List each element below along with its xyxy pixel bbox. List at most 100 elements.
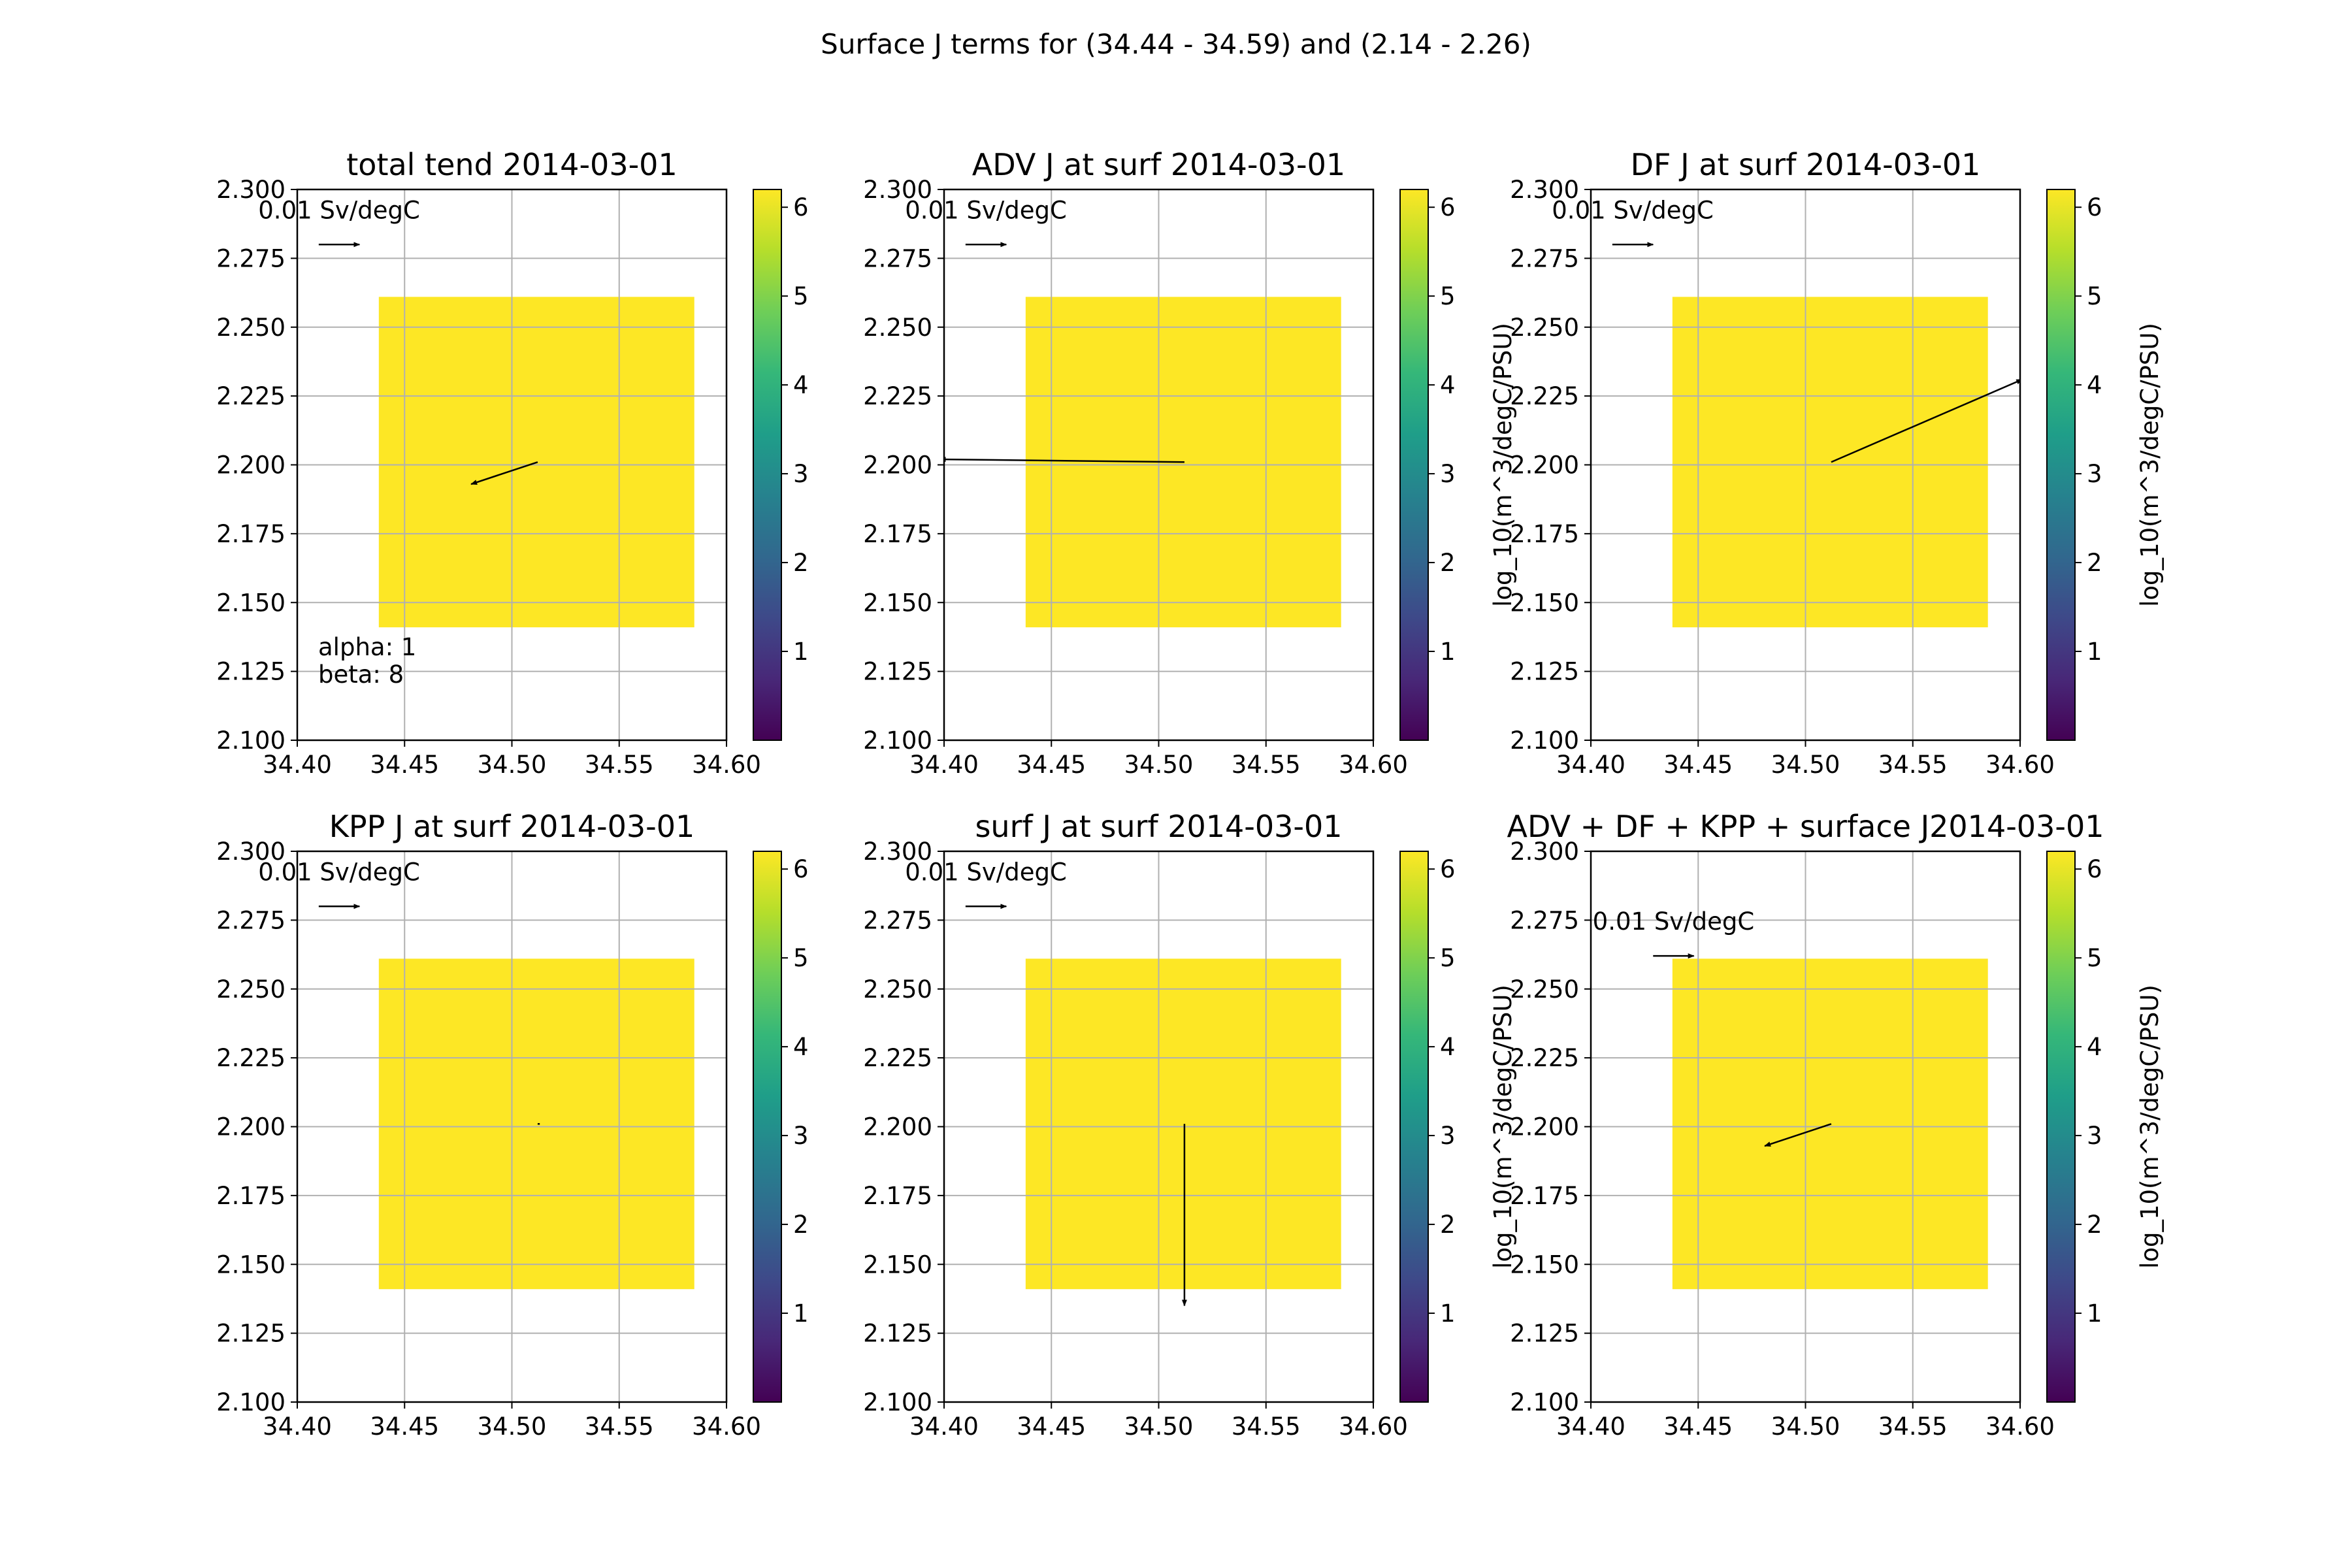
quiver-arrow [470, 461, 538, 485]
colorbar-tick-label: 2 [793, 1211, 809, 1239]
colorbar-tick-label: 3 [2087, 460, 2102, 488]
field-patch [378, 958, 694, 1290]
x-tick-label: 34.45 [1017, 751, 1086, 779]
y-tick-label: 2.150 [1510, 589, 1579, 617]
figure-suptitle: Surface J terms for (34.44 - 34.59) and … [821, 28, 1531, 60]
y-tick-label: 2.125 [216, 1320, 286, 1348]
panel-5: 34.40 34.45 34.50 34.55 34.60 2.100 2.125 2.150… [863, 809, 1517, 1441]
y-tick-label: 2.200 [216, 451, 286, 480]
colorbar-tick-label: 4 [1440, 1033, 1456, 1061]
y-tick-label: 2.225 [216, 382, 286, 410]
quiver-arrow-group [1831, 379, 2020, 463]
colorbar-tick-label: 3 [793, 460, 809, 488]
y-tick-label: 2.300 [863, 838, 932, 866]
y-tick-label: 2.250 [1510, 975, 1579, 1004]
colorbar-tick-label: 2 [1440, 1211, 1456, 1239]
colorbar [2046, 189, 2076, 741]
y-tick-label: 2.175 [216, 520, 286, 548]
panel-title: ADV J at surf 2014-03-01 [972, 147, 1345, 182]
y-tick-label: 2.250 [216, 314, 286, 342]
colorbar-tick-label: 2 [2087, 549, 2102, 577]
y-tick-label: 2.125 [863, 1320, 932, 1348]
colorbar-tick-label: 2 [793, 549, 809, 577]
y-tick-label: 2.275 [863, 906, 932, 934]
colorbar-tick-label: 6 [2087, 193, 2102, 221]
colorbar-tick-label: 5 [793, 944, 809, 972]
colorbar-tick-label: 3 [793, 1122, 809, 1150]
y-tick-label: 2.100 [1510, 1388, 1579, 1416]
colorbar-tick-label: 6 [1440, 193, 1456, 221]
colorbar-tick-label: 3 [1440, 460, 1456, 488]
colorbar-tick-label: 1 [1440, 638, 1456, 666]
quiver-arrow [1764, 1123, 1832, 1147]
field-patch [1025, 958, 1341, 1290]
y-tick-label: 2.150 [216, 1250, 286, 1279]
x-tick-label: 34.55 [1878, 751, 1948, 779]
panel-4: 34.40 34.45 34.50 34.55 34.60 2.100 2.125 2.150… [216, 809, 808, 1441]
y-tick-label: 2.275 [216, 244, 286, 272]
colorbar-tick-label: 6 [1440, 855, 1456, 883]
colorbar [1399, 851, 1429, 1403]
x-tick-label: 34.50 [1771, 1413, 1840, 1441]
colorbar-tick-label: 5 [2087, 282, 2102, 310]
y-tick-label: 2.175 [1510, 1182, 1579, 1210]
y-tick-label: 2.100 [216, 1388, 286, 1416]
x-tick-label: 34.60 [692, 751, 761, 779]
x-tick-label: 34.60 [1339, 1413, 1408, 1441]
colorbar-tick-label: 6 [2087, 855, 2102, 883]
x-tick-label: 34.50 [1124, 1413, 1194, 1441]
x-tick-label: 34.45 [1663, 1413, 1733, 1441]
colorbar-label: log_10(m^3/degC/PSU) [2136, 323, 2164, 607]
panel-3: 34.40 34.45 34.50 34.55 34.60 2.100 2.125 2.150… [1510, 147, 2164, 779]
panel-note: alpha: 1 [318, 633, 416, 661]
panel-1: 34.40 34.45 34.50 34.55 34.60 2.100 2.125 2.150… [216, 147, 808, 779]
y-tick-label: 2.175 [216, 1182, 286, 1210]
x-tick-label: 34.40 [1556, 751, 1625, 779]
colorbar-label: log_10(m^3/degC/PSU) [2136, 985, 2164, 1269]
y-tick-label: 2.150 [216, 589, 286, 617]
y-tick-label: 2.300 [216, 838, 286, 866]
x-tick-label: 34.45 [370, 1413, 439, 1441]
y-tick-label: 2.225 [863, 382, 932, 410]
y-tick-label: 2.150 [863, 589, 932, 617]
y-tick-label: 2.125 [216, 658, 286, 686]
panel-title: KPP J at surf 2014-03-01 [329, 809, 694, 844]
colorbar-tick-label: 4 [1440, 371, 1456, 399]
x-tick-label: 34.60 [1985, 1413, 2055, 1441]
quiver-key-label: 0.01 Sv/degC [1552, 196, 1714, 224]
y-tick-label: 2.200 [1510, 451, 1579, 480]
colorbar-tick-label: 6 [793, 193, 809, 221]
y-tick-label: 2.200 [216, 1113, 286, 1141]
y-tick-label: 2.150 [863, 1250, 932, 1279]
y-tick-label: 2.175 [863, 1182, 932, 1210]
y-tick-label: 2.175 [863, 520, 932, 548]
quiver-key-label: 0.01 Sv/degC [258, 858, 420, 886]
x-tick-label: 34.60 [1339, 751, 1408, 779]
quiver-key-label: 0.01 Sv/degC [905, 196, 1067, 224]
x-tick-label: 34.45 [1017, 1413, 1086, 1441]
colorbar [2046, 851, 2076, 1403]
y-tick-label: 2.125 [1510, 658, 1579, 686]
y-tick-label: 2.250 [1510, 314, 1579, 342]
y-tick-label: 2.225 [1510, 382, 1579, 410]
x-tick-label: 34.55 [585, 1413, 654, 1441]
colorbar-tick-label: 1 [793, 1299, 809, 1328]
panel-title: total tend 2014-03-01 [346, 147, 677, 182]
panel-2: 34.40 34.45 34.50 34.55 34.60 2.100 2.125 2.150… [863, 147, 1517, 779]
y-tick-label: 2.100 [216, 727, 286, 755]
quiver-key-label: 0.01 Sv/degC [1593, 907, 1755, 936]
colorbar-tick-label: 1 [2087, 1299, 2102, 1328]
y-tick-label: 2.275 [1510, 906, 1579, 934]
y-tick-label: 2.100 [863, 1388, 932, 1416]
colorbar-tick-label: 1 [793, 638, 809, 666]
colorbar-tick-label: 4 [2087, 371, 2102, 399]
y-tick-label: 2.300 [863, 176, 932, 204]
y-tick-label: 2.150 [1510, 1250, 1579, 1279]
y-tick-label: 2.225 [863, 1044, 932, 1072]
x-tick-label: 34.50 [1124, 751, 1194, 779]
colorbar-tick-label: 5 [2087, 944, 2102, 972]
colorbar-tick-label: 5 [793, 282, 809, 310]
y-tick-label: 2.125 [863, 658, 932, 686]
colorbar-label: log_10(m^3/degC/PSU) [1489, 323, 1517, 607]
colorbar-tick-label: 3 [1440, 1122, 1456, 1150]
